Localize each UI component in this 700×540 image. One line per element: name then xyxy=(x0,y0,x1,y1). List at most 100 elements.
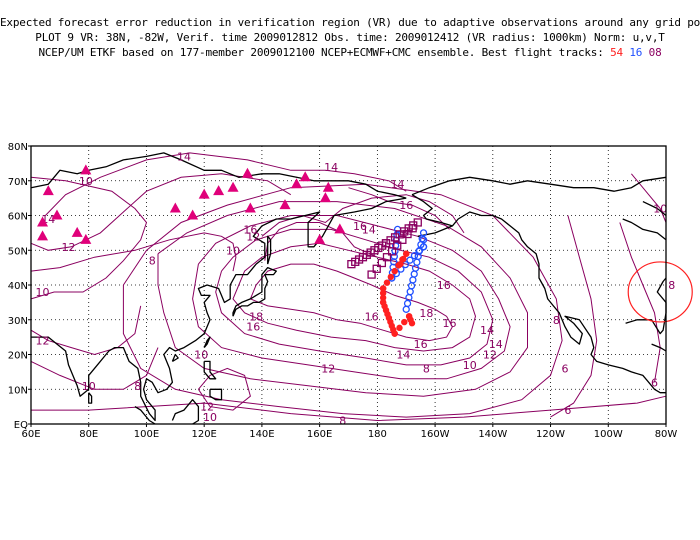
contour-label: 8 xyxy=(149,255,156,268)
contour-line xyxy=(550,215,598,418)
track-08-point xyxy=(413,218,422,227)
observation-site-triangle xyxy=(241,167,253,178)
contour-line xyxy=(197,367,251,411)
coastline-segment xyxy=(31,197,407,422)
observation-site-triangle xyxy=(80,164,92,175)
contour-line xyxy=(192,215,511,380)
observation-sites xyxy=(37,164,346,244)
error-reduction-contours xyxy=(30,152,667,422)
observation-site-triangle xyxy=(42,185,54,196)
coastline-segment xyxy=(411,176,528,196)
lat-tick-label: 20N xyxy=(8,351,28,362)
observation-site-triangle xyxy=(71,226,83,237)
contour-line xyxy=(30,347,159,390)
track-16-point xyxy=(410,270,418,278)
track-54-point xyxy=(387,273,395,281)
coastline-segment xyxy=(203,336,211,349)
track-54-point xyxy=(399,256,406,263)
track-54-point xyxy=(391,330,398,337)
lon-tick-label: 140E xyxy=(249,429,274,440)
track-08-point xyxy=(398,235,407,244)
contour-label: 8 xyxy=(668,279,675,292)
track-08-point xyxy=(387,247,397,256)
contour-label: 14 xyxy=(177,150,191,163)
observation-site-triangle xyxy=(213,185,225,196)
contour-label: 10 xyxy=(226,244,240,257)
coastline-segment xyxy=(171,353,179,362)
track-08-point xyxy=(382,253,392,262)
coastline-segment xyxy=(527,176,667,192)
observation-site-triangle xyxy=(314,233,326,244)
track-54-point xyxy=(401,318,408,326)
track-16-point xyxy=(407,282,416,290)
plot-title-line-3-text: NCEP/UM ETKF based on 177-member 2009012… xyxy=(38,46,604,59)
plot-title-line-1: Expected forecast error reduction in ver… xyxy=(0,16,700,29)
track-16-point xyxy=(410,252,419,260)
contour-line xyxy=(157,201,528,397)
observation-site-triangle xyxy=(80,233,92,244)
plot-title-line-3: NCEP/UM ETKF based on 177-member 2009012… xyxy=(0,46,700,59)
contour-label: 16 xyxy=(246,321,260,334)
track-54-point xyxy=(391,267,398,275)
contour-label: 12 xyxy=(321,362,335,375)
plot-title-line-2: PLOT 9 VR: 38N, -82W, Verif. time 200901… xyxy=(35,31,665,44)
observation-site-triangle xyxy=(227,181,239,192)
coastline-segment xyxy=(171,399,200,425)
contour-label: 8 xyxy=(553,314,560,327)
lon-tick-label: 160W xyxy=(421,429,450,440)
coastline-segment xyxy=(134,406,156,425)
lat-tick-label: 60N xyxy=(8,212,28,223)
coastline-segment xyxy=(267,235,272,265)
lat-tick-label: EQ xyxy=(14,420,28,431)
contour-label: 10 xyxy=(203,411,217,424)
track-54-point xyxy=(379,285,387,292)
lat-tick-label: 40N xyxy=(8,281,28,292)
contour-label: 16 xyxy=(243,223,257,236)
contour-label: 14 xyxy=(362,223,376,236)
lon-tick-label: 140W xyxy=(478,429,507,440)
contour-label: 10 xyxy=(36,286,50,299)
coastline-segment xyxy=(642,201,667,217)
contour-label: 12 xyxy=(483,349,497,362)
observation-site-triangle xyxy=(37,230,49,241)
observation-site-triangle xyxy=(244,202,256,213)
flight-tracks xyxy=(347,218,428,337)
lon-tick-label: 60E xyxy=(21,429,40,440)
lon-tick-label: 100E xyxy=(134,429,159,440)
contour-label: 16 xyxy=(365,310,379,323)
track-16-point xyxy=(406,288,414,296)
contour-label: 12 xyxy=(62,241,76,254)
lat-tick-label: 80N xyxy=(8,142,28,153)
contour-label: 16 xyxy=(399,199,413,212)
contour-label: 6 xyxy=(561,362,568,375)
contour-label: 6 xyxy=(651,376,658,389)
contour-line xyxy=(619,222,661,383)
track-08-point xyxy=(372,264,381,273)
contour-label: 14 xyxy=(396,349,410,362)
track-08-point xyxy=(408,224,417,233)
coastline-segment xyxy=(209,388,223,401)
observation-site-triangle xyxy=(169,202,181,213)
latitude-tick-labels: 80N 70N 60N 50N 40N 30N 20N 10N EQ xyxy=(8,142,31,431)
coastlines xyxy=(30,152,667,425)
track-legend-16: 16 xyxy=(629,46,643,59)
observation-site-triangle xyxy=(51,209,63,220)
observation-site-triangle xyxy=(319,192,331,203)
contour-line xyxy=(31,395,667,422)
lon-tick-label: 120E xyxy=(191,429,216,440)
contour-label: 6 xyxy=(564,404,571,417)
contour-label: 10 xyxy=(653,203,667,216)
contour-label: 16 xyxy=(443,317,457,330)
contour-label: 12 xyxy=(246,230,260,243)
contour-label: 10 xyxy=(79,175,93,188)
contour-label: 8 xyxy=(423,362,430,375)
contour-label: 8 xyxy=(339,415,346,428)
longitude-tick-labels: 60E 80E 100E 120E 140E 160E 180 160W 140W 120W 100… xyxy=(21,424,677,440)
contour-label: 10 xyxy=(463,359,477,372)
lat-tick-label: 50N xyxy=(8,246,28,257)
track-08-point xyxy=(393,241,402,250)
track-16-point xyxy=(409,276,417,284)
track-legend-54: 54 xyxy=(610,46,623,59)
